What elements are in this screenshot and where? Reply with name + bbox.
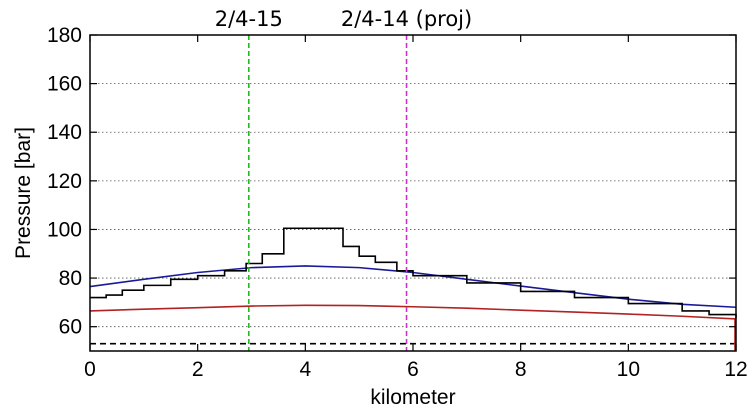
x-tick-label: 0 bbox=[84, 358, 96, 381]
x-tick-label: 4 bbox=[299, 358, 311, 381]
x-tick-label: 2 bbox=[192, 358, 204, 381]
series-line-1 bbox=[90, 227, 737, 319]
gridlines bbox=[90, 83, 736, 328]
y-tick-label: 100 bbox=[47, 218, 82, 241]
y-tick-label: 180 bbox=[47, 24, 82, 47]
y-tick-label: 140 bbox=[47, 121, 82, 144]
x-tick-label: 10 bbox=[617, 358, 640, 381]
well-markers: 2/4-15 2/4-14 (proj) bbox=[215, 7, 472, 351]
x-tick-label: 8 bbox=[515, 358, 527, 381]
x-tick-label: 6 bbox=[407, 358, 419, 381]
series-line-2 bbox=[89, 304, 737, 320]
well-marker-label: 2/4-15 bbox=[215, 7, 283, 31]
series-layer bbox=[89, 227, 737, 351]
y-tick-label: 160 bbox=[47, 73, 82, 96]
x-tick-label: 12 bbox=[724, 358, 747, 381]
y-tick-label: 120 bbox=[47, 170, 82, 193]
well-marker-label: 2/4-14 (proj) bbox=[341, 7, 472, 31]
y-axis-title: Pressure [bar] bbox=[12, 127, 35, 259]
axis-ticks: 60 80 100 120 140 160 180 0 2 4 6 8 10 12 bbox=[47, 24, 748, 381]
x-axis-title: kilometer bbox=[370, 386, 455, 408]
y-tick-label: 60 bbox=[59, 316, 82, 339]
y-tick-label: 80 bbox=[59, 267, 82, 290]
